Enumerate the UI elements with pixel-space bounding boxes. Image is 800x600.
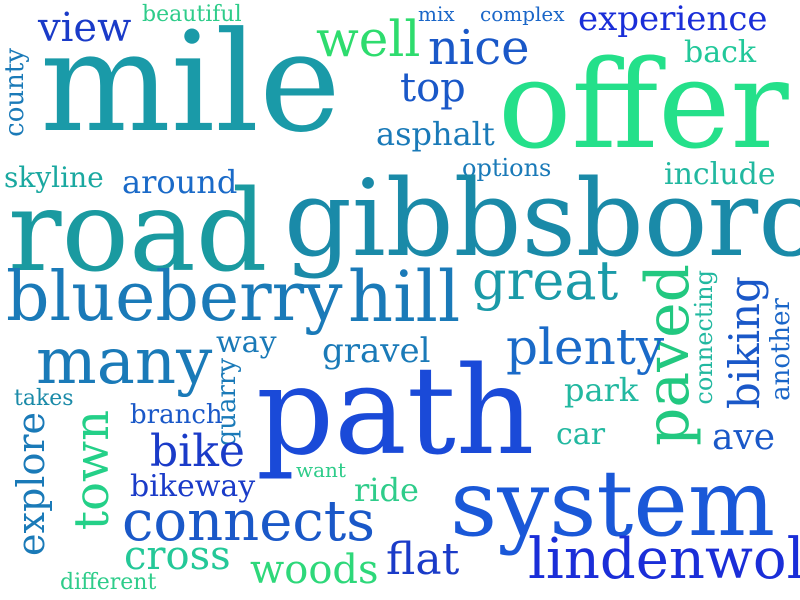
word-top: top	[400, 65, 466, 111]
word-different: different	[60, 570, 157, 595]
word-park: park	[564, 371, 639, 409]
word-offer: offer	[498, 34, 789, 176]
word-connecting: connecting	[690, 270, 718, 405]
word-back: back	[684, 35, 757, 70]
word-many: many	[36, 325, 213, 399]
word-complex: complex	[480, 2, 565, 26]
word-way: way	[216, 325, 277, 360]
word-ride: ride	[354, 471, 419, 509]
word-branch: branch	[130, 400, 223, 430]
word-experience: experience	[578, 0, 768, 39]
word-gibbsboro: gibbsboro	[284, 157, 800, 280]
word-explore: explore	[9, 412, 53, 556]
word-great: great	[472, 249, 619, 312]
word-system: system	[450, 450, 776, 557]
word-view: view	[38, 5, 132, 51]
word-flat: flat	[386, 534, 460, 585]
word-around: around	[122, 163, 238, 201]
word-bike: bike	[150, 426, 245, 477]
word-options: options	[462, 154, 552, 182]
word-well: well	[316, 10, 421, 68]
word-county: county	[0, 48, 30, 137]
word-woods: woods	[250, 547, 379, 593]
word-hill: hill	[348, 256, 461, 338]
word-ave: ave	[712, 417, 776, 458]
word-connects: connects	[122, 489, 375, 554]
word-takes: takes	[14, 386, 74, 411]
word-include: include	[664, 157, 776, 192]
word-car: car	[556, 417, 606, 452]
word-cross: cross	[124, 533, 231, 579]
word-mix: mix	[418, 2, 455, 26]
word-plenty: plenty	[506, 318, 665, 376]
word-blueberry: blueberry	[6, 258, 343, 337]
word-beautiful: beautiful	[142, 2, 242, 27]
word-mile: mile	[40, 2, 341, 163]
word-asphalt: asphalt	[376, 115, 495, 153]
word-biking: biking	[720, 276, 769, 410]
word-path: path	[256, 340, 535, 482]
word-want: want	[296, 458, 346, 482]
word-gravel: gravel	[322, 331, 431, 371]
word-road: road	[8, 167, 268, 297]
word-nice: nice	[428, 20, 530, 76]
word-another: another	[766, 298, 796, 401]
word-bikeway: bikeway	[130, 469, 256, 504]
word-skyline: skyline	[4, 161, 104, 194]
word-town: town	[64, 410, 120, 531]
